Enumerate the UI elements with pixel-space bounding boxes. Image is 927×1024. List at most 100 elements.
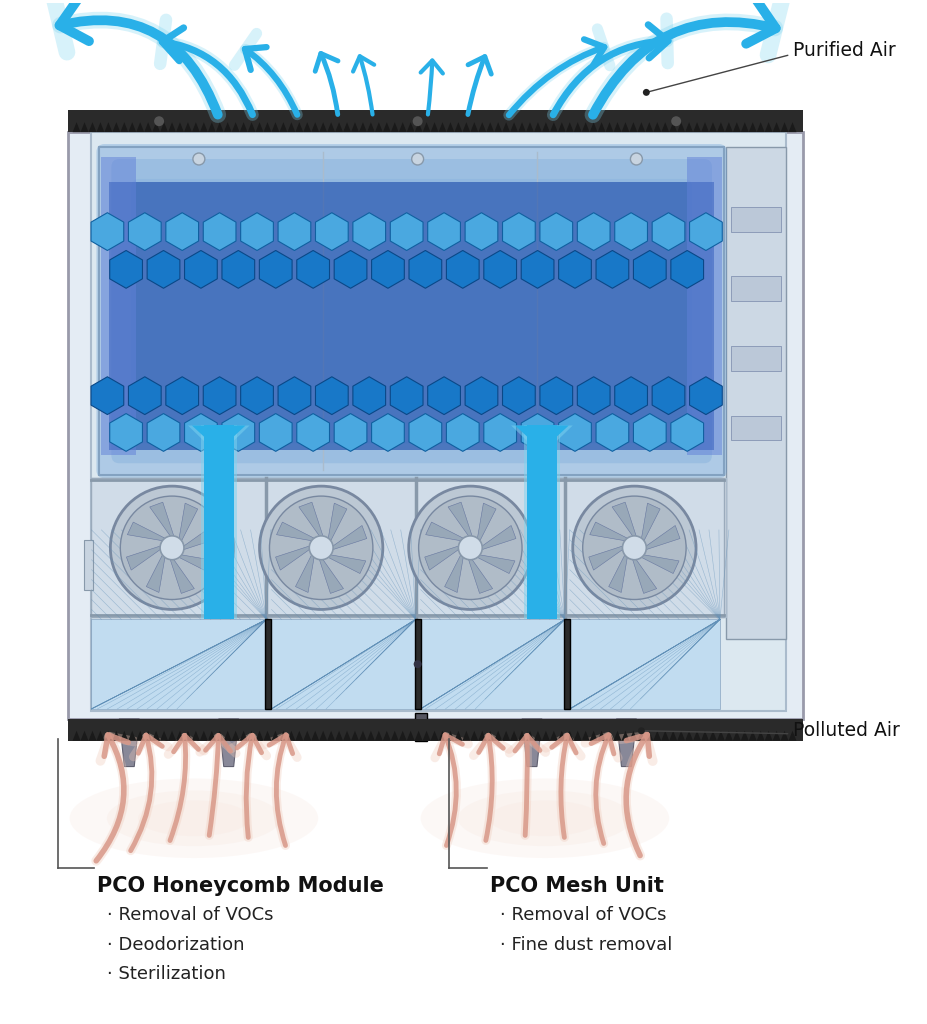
Polygon shape bbox=[256, 731, 263, 740]
Polygon shape bbox=[693, 122, 701, 132]
Polygon shape bbox=[109, 251, 143, 289]
Polygon shape bbox=[375, 122, 383, 132]
FancyBboxPatch shape bbox=[99, 147, 724, 475]
FancyBboxPatch shape bbox=[730, 416, 781, 440]
Polygon shape bbox=[279, 731, 287, 740]
Polygon shape bbox=[671, 414, 704, 452]
Polygon shape bbox=[427, 377, 461, 415]
Polygon shape bbox=[256, 122, 263, 132]
FancyArrowPatch shape bbox=[478, 735, 503, 841]
Polygon shape bbox=[609, 555, 628, 593]
Polygon shape bbox=[641, 503, 660, 541]
FancyBboxPatch shape bbox=[96, 144, 727, 478]
Polygon shape bbox=[522, 719, 542, 767]
Circle shape bbox=[110, 486, 234, 609]
Polygon shape bbox=[367, 731, 375, 740]
Polygon shape bbox=[590, 122, 598, 132]
Polygon shape bbox=[558, 122, 565, 132]
Circle shape bbox=[419, 496, 522, 599]
Text: · Removal of VOCs: · Removal of VOCs bbox=[108, 906, 273, 924]
Text: · Sterilization: · Sterilization bbox=[108, 966, 226, 983]
Polygon shape bbox=[303, 122, 311, 132]
Polygon shape bbox=[327, 122, 335, 132]
Polygon shape bbox=[179, 555, 217, 573]
Polygon shape bbox=[487, 122, 494, 132]
Polygon shape bbox=[423, 122, 430, 132]
Polygon shape bbox=[526, 731, 534, 740]
FancyBboxPatch shape bbox=[204, 426, 234, 620]
Polygon shape bbox=[765, 731, 772, 740]
FancyArrowPatch shape bbox=[510, 737, 546, 836]
FancyBboxPatch shape bbox=[687, 157, 722, 456]
Polygon shape bbox=[615, 377, 647, 415]
FancyArrowPatch shape bbox=[54, 0, 218, 115]
Polygon shape bbox=[518, 122, 526, 132]
FancyBboxPatch shape bbox=[201, 426, 236, 620]
Polygon shape bbox=[248, 731, 256, 740]
Polygon shape bbox=[120, 719, 139, 767]
Polygon shape bbox=[616, 719, 637, 767]
Polygon shape bbox=[725, 731, 733, 740]
Polygon shape bbox=[319, 731, 327, 740]
Polygon shape bbox=[320, 559, 344, 593]
FancyArrowPatch shape bbox=[131, 737, 168, 851]
Polygon shape bbox=[223, 731, 232, 740]
FancyBboxPatch shape bbox=[83, 540, 94, 590]
Polygon shape bbox=[216, 122, 223, 132]
Polygon shape bbox=[590, 731, 598, 740]
Polygon shape bbox=[582, 731, 590, 740]
FancyArrowPatch shape bbox=[131, 735, 162, 851]
FancyBboxPatch shape bbox=[726, 147, 785, 639]
FancyArrowPatch shape bbox=[474, 737, 509, 841]
Polygon shape bbox=[709, 122, 717, 132]
Polygon shape bbox=[168, 731, 176, 740]
Polygon shape bbox=[176, 122, 184, 132]
FancyArrowPatch shape bbox=[200, 737, 236, 836]
Polygon shape bbox=[296, 731, 303, 740]
Polygon shape bbox=[621, 122, 629, 132]
Polygon shape bbox=[717, 122, 725, 132]
FancyArrowPatch shape bbox=[439, 735, 463, 846]
FancyArrowPatch shape bbox=[269, 735, 293, 846]
Polygon shape bbox=[612, 502, 636, 536]
FancyArrowPatch shape bbox=[160, 19, 252, 115]
Circle shape bbox=[642, 89, 650, 96]
Polygon shape bbox=[192, 122, 200, 132]
Polygon shape bbox=[653, 377, 685, 415]
FancyArrowPatch shape bbox=[621, 736, 653, 855]
Polygon shape bbox=[96, 731, 105, 740]
Polygon shape bbox=[188, 426, 249, 456]
Polygon shape bbox=[641, 555, 679, 573]
Polygon shape bbox=[407, 122, 414, 132]
FancyArrowPatch shape bbox=[96, 735, 128, 861]
FancyArrowPatch shape bbox=[263, 737, 298, 846]
FancyBboxPatch shape bbox=[68, 132, 804, 719]
Polygon shape bbox=[502, 213, 535, 251]
Polygon shape bbox=[241, 213, 273, 251]
FancyBboxPatch shape bbox=[570, 620, 720, 709]
Polygon shape bbox=[605, 731, 614, 740]
Polygon shape bbox=[741, 122, 749, 132]
Circle shape bbox=[458, 536, 482, 560]
Polygon shape bbox=[409, 414, 442, 452]
FancyBboxPatch shape bbox=[92, 620, 266, 709]
FancyArrowPatch shape bbox=[162, 28, 252, 115]
Polygon shape bbox=[275, 546, 310, 570]
Polygon shape bbox=[287, 731, 296, 740]
Polygon shape bbox=[91, 213, 123, 251]
Polygon shape bbox=[574, 122, 582, 132]
Polygon shape bbox=[614, 731, 621, 740]
FancyBboxPatch shape bbox=[524, 426, 560, 620]
Polygon shape bbox=[454, 122, 463, 132]
Circle shape bbox=[573, 486, 696, 609]
Polygon shape bbox=[578, 213, 610, 251]
Polygon shape bbox=[589, 546, 623, 570]
Polygon shape bbox=[465, 377, 498, 415]
FancyArrowPatch shape bbox=[585, 736, 618, 844]
Polygon shape bbox=[263, 122, 272, 132]
Polygon shape bbox=[502, 731, 510, 740]
Polygon shape bbox=[399, 122, 407, 132]
Polygon shape bbox=[303, 731, 311, 740]
Polygon shape bbox=[127, 522, 165, 541]
FancyArrowPatch shape bbox=[435, 737, 468, 846]
